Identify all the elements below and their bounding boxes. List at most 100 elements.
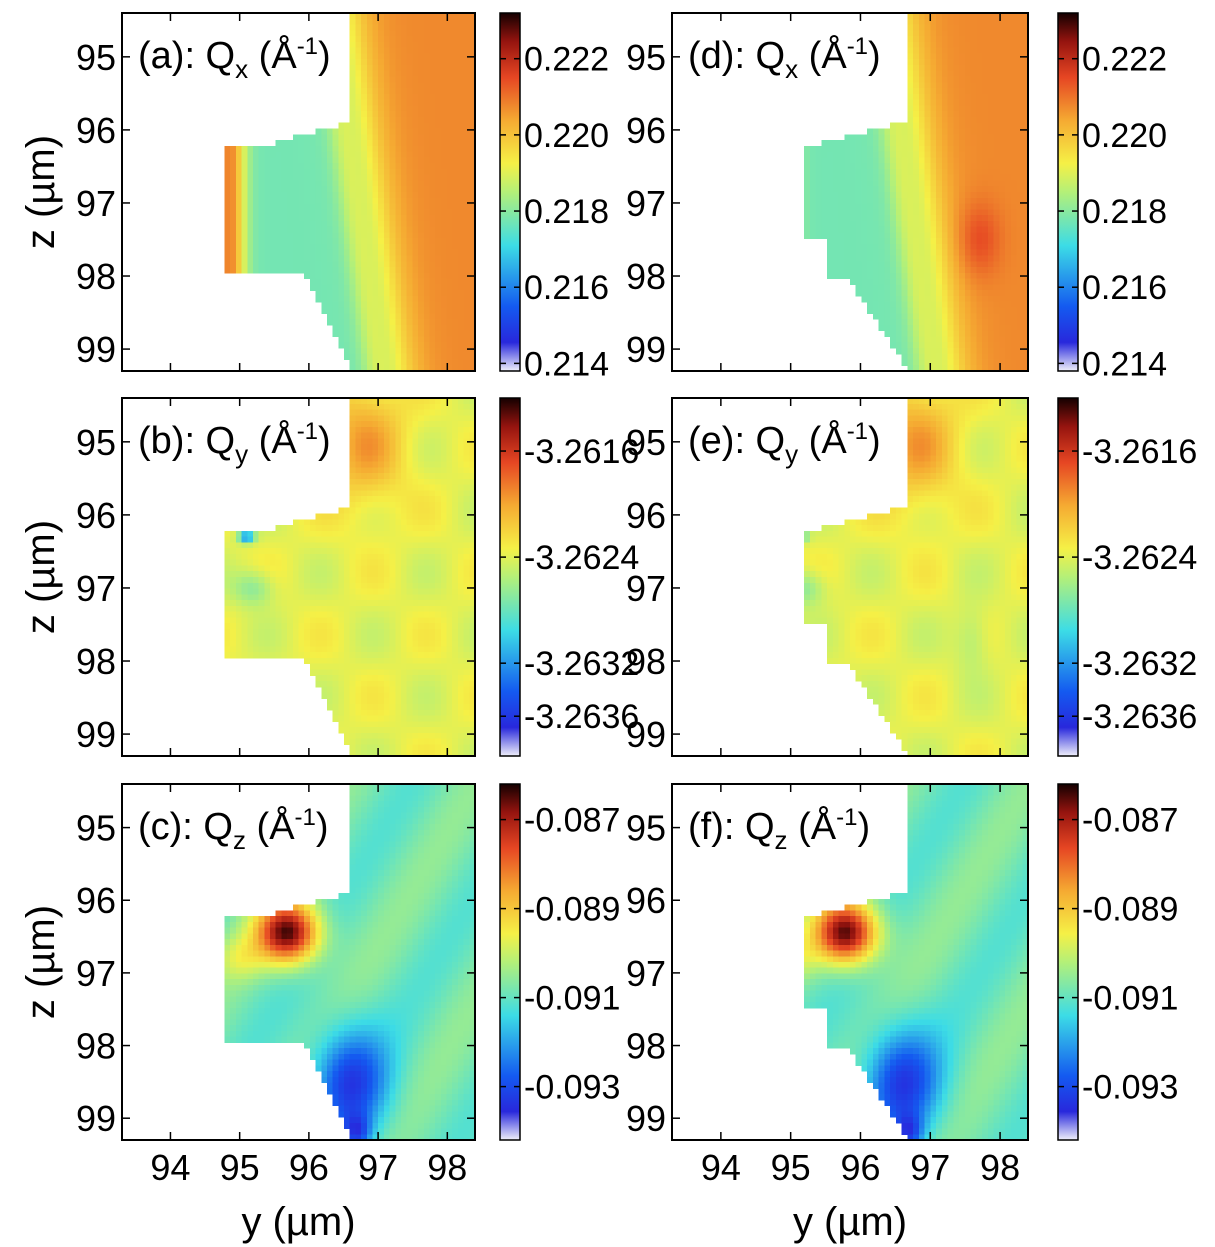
heatmap-cell: [372, 750, 379, 757]
heatmap-cell: [400, 24, 408, 31]
heatmap-cell: [241, 1007, 248, 1015]
heatmap-cell: [270, 197, 277, 205]
heatmap-cell: [395, 353, 402, 361]
heatmap-cell: [270, 921, 277, 929]
heatmap-cell: [372, 449, 379, 457]
heatmap-cell: [264, 1036, 271, 1043]
heatmap-cell: [469, 634, 476, 642]
heatmap-cell: [372, 628, 379, 636]
heatmap-cell: [372, 709, 379, 717]
heatmap-cell: [321, 1013, 328, 1021]
heatmap-cell: [252, 640, 260, 647]
heatmap-cell: [366, 490, 374, 497]
heatmap-cell: [344, 519, 351, 526]
heatmap-cell: [355, 715, 362, 722]
heatmap-cell: [252, 956, 260, 963]
heatmap-cell: [366, 841, 374, 848]
heatmap-cell: [435, 70, 442, 78]
heatmap-cell: [366, 858, 374, 865]
heatmap-cell: [258, 163, 265, 170]
heatmap-cell: [230, 979, 237, 986]
heatmap-cell: [429, 278, 436, 285]
heatmap-cell: [361, 255, 368, 262]
heatmap-cell: [287, 623, 294, 630]
heatmap-cell: [338, 122, 345, 130]
heatmap-cell: [224, 1025, 231, 1032]
heatmap-cell: [355, 530, 362, 538]
heatmap-cell: [355, 243, 362, 251]
heatmap-cell: [446, 565, 453, 572]
heatmap-cell: [395, 646, 402, 653]
heatmap-cell: [287, 1030, 294, 1038]
heatmap-cell: [366, 157, 374, 164]
heatmap-cell: [326, 290, 334, 297]
heatmap-cell: [349, 571, 357, 578]
heatmap-cell: [457, 663, 465, 670]
heatmap-cell: [400, 709, 408, 717]
heatmap-cell: [235, 238, 243, 245]
heatmap-cell: [349, 415, 357, 422]
heatmap-cell: [372, 536, 379, 543]
heatmap-cell: [224, 255, 231, 262]
heatmap-cell: [355, 13, 362, 20]
heatmap-cell: [321, 933, 328, 940]
heatmap-cell: [452, 449, 459, 457]
heatmap-cell: [452, 571, 459, 578]
heatmap-cell: [389, 128, 396, 135]
heatmap-cell: [440, 249, 448, 257]
heatmap-cell: [270, 565, 277, 572]
heatmap-cell: [355, 944, 362, 952]
heatmap-cell: [292, 140, 300, 147]
heatmap-cell: [332, 238, 339, 245]
heatmap-cell: [418, 444, 425, 451]
heatmap-cell: [418, 41, 425, 49]
heatmap-cell: [418, 255, 425, 262]
heatmap-cell: [332, 1094, 339, 1101]
heatmap-cell: [304, 990, 311, 998]
heatmap-cell: [383, 519, 391, 526]
heatmap-cell: [224, 553, 231, 561]
heatmap-cell: [412, 99, 419, 106]
heatmap-cell: [344, 209, 351, 216]
heatmap-cell: [457, 145, 465, 153]
heatmap-cell: [247, 979, 254, 986]
heatmap-cell: [304, 192, 311, 199]
heatmap-cell: [247, 600, 254, 607]
heatmap-cell: [378, 1002, 385, 1009]
heatmap-cell: [452, 709, 459, 717]
heatmap-cell: [446, 180, 453, 187]
heatmap-cell: [395, 140, 402, 147]
heatmap-cell: [366, 438, 374, 445]
heatmap-cell: [446, 594, 453, 601]
heatmap-cell: [349, 461, 357, 468]
heatmap-cell: [304, 611, 311, 619]
heatmap-cell: [241, 157, 248, 164]
heatmap-cell: [383, 881, 391, 888]
heatmap-cell: [252, 973, 260, 980]
heatmap-cell: [321, 979, 328, 986]
heatmap-cell: [321, 996, 328, 1003]
heatmap-cell: [469, 284, 476, 291]
y-tick-label: 96: [76, 495, 116, 536]
heatmap-cell: [264, 232, 271, 239]
heatmap-cell: [326, 542, 334, 549]
heatmap-cell: [309, 652, 317, 659]
heatmap-cell: [349, 267, 357, 274]
heatmap-cell: [457, 88, 465, 95]
heatmap-cell: [446, 18, 453, 26]
heatmap-cell: [463, 501, 470, 509]
heatmap-cell: [412, 449, 419, 457]
heatmap-cell: [412, 122, 419, 130]
heatmap-cell: [412, 663, 419, 670]
heatmap-cell: [309, 157, 317, 164]
heatmap-cell: [435, 577, 442, 584]
heatmap-cell: [452, 157, 459, 164]
heatmap-cell: [372, 342, 379, 349]
heatmap-cell: [406, 342, 413, 349]
heatmap-cell: [406, 490, 413, 497]
heatmap-cell: [378, 255, 385, 262]
heatmap-cell: [395, 105, 402, 112]
heatmap-cell: [344, 1122, 351, 1130]
heatmap-cell: [457, 588, 465, 595]
heatmap-cell: [406, 727, 413, 734]
